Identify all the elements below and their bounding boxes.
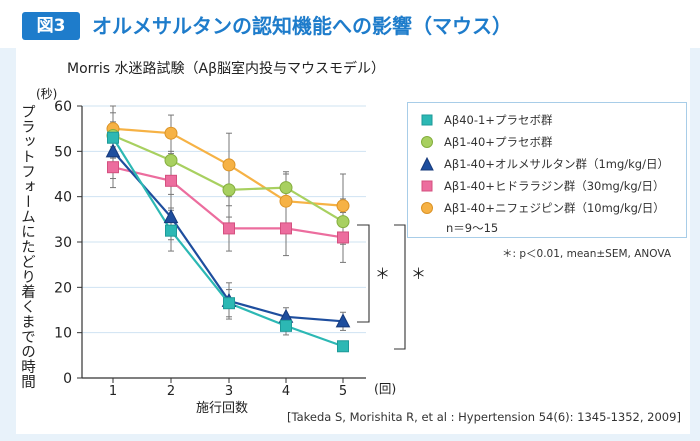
data-point [222, 158, 236, 172]
y-tick-label: 40 [54, 190, 72, 206]
legend: Aβ40-1+プラセボ群 Aβ1-40+プラセボ群 Aβ1-40+オルメサルタン… [407, 102, 687, 238]
citation: [Takeda S, Morishita R, et al : Hyperten… [287, 410, 681, 424]
data-point [165, 224, 177, 237]
y-tick-label: 50 [54, 144, 72, 160]
legend-item: Aβ40-1+プラセボ群 [418, 111, 552, 129]
data-point [164, 126, 178, 140]
figure-title: オルメサルタンの認知機能への影響（マウス） [92, 14, 512, 38]
data-point [222, 183, 236, 197]
figure-badge: 図3 [22, 12, 80, 40]
x-tick-label: 2 [167, 384, 175, 399]
legend-swatch-circle-icon [418, 201, 436, 215]
x-axis-unit: (回) [374, 381, 397, 396]
y-axis-label: プラットフォームにたどり着くまでの時間 [19, 104, 35, 389]
data-point [337, 231, 349, 244]
legend-swatch-triangle-icon [418, 156, 436, 171]
significance-bracket [357, 224, 370, 323]
y-axis-unit: (秒) [36, 87, 58, 101]
legend-label: Aβ1-40+ニフェジピン群（10mg/kg/日） [444, 201, 665, 215]
x-axis-label: 施行回数 [196, 401, 249, 416]
y-tick-label: 30 [54, 235, 72, 251]
x-tick-label: 3 [225, 384, 233, 399]
data-point [336, 199, 350, 213]
significance-mark: ＊ [411, 265, 426, 283]
data-point [335, 313, 351, 328]
legend-swatch-circle-icon [418, 135, 436, 149]
data-point [105, 143, 121, 158]
x-tick-label: 4 [282, 384, 290, 399]
y-tick-label: 10 [54, 326, 72, 342]
stats-note: ＊: p＜0.01, mean±SEM, ANOVA [502, 248, 672, 260]
legend-item: Aβ1-40+ヒドララジン群（30mg/kg/日） [418, 177, 665, 195]
significance-mark: ＊ [375, 265, 390, 283]
data-point [279, 194, 293, 208]
data-point [163, 208, 179, 224]
legend-label: Aβ40-1+プラセボ群 [444, 113, 553, 127]
data-point [336, 215, 350, 229]
data-point [223, 297, 235, 310]
significance-bracket [394, 224, 406, 350]
legend-item: Aβ1-40+オルメサルタン群（1mg/kg/日） [418, 155, 669, 173]
data-point [280, 222, 292, 235]
legend-label: Aβ1-40+ヒドララジン群（30mg/kg/日） [444, 179, 665, 193]
y-tick-label: 20 [54, 280, 72, 296]
data-point [165, 174, 177, 187]
chart-subtitle: Morris 水迷路試験（Aβ脳室内投与マウスモデル） [67, 61, 386, 77]
y-tick-label: 60 [54, 99, 72, 115]
x-tick-label: 1 [109, 384, 117, 399]
sample-size-note: n＝9～15 [446, 221, 499, 235]
legend-label: Aβ1-40+オルメサルタン群（1mg/kg/日） [444, 157, 669, 171]
legend-swatch-square-icon [418, 113, 436, 127]
data-point [337, 340, 349, 353]
data-point [107, 131, 119, 144]
legend-item: Aβ1-40+プラセボ群 [418, 133, 552, 151]
data-point [107, 161, 119, 174]
y-tick-label: 0 [63, 371, 72, 387]
data-point [164, 153, 178, 167]
x-tick-label: 5 [339, 384, 347, 399]
legend-swatch-square-icon [418, 179, 436, 193]
data-point [279, 181, 293, 195]
header-bar: 図3 オルメサルタンの認知機能への影響（マウス） [0, 0, 700, 48]
legend-item: Aβ1-40+ニフェジピン群（10mg/kg/日） [418, 199, 665, 217]
data-point [280, 319, 292, 332]
legend-label: Aβ1-40+プラセボ群 [444, 135, 553, 149]
data-point [223, 222, 235, 235]
